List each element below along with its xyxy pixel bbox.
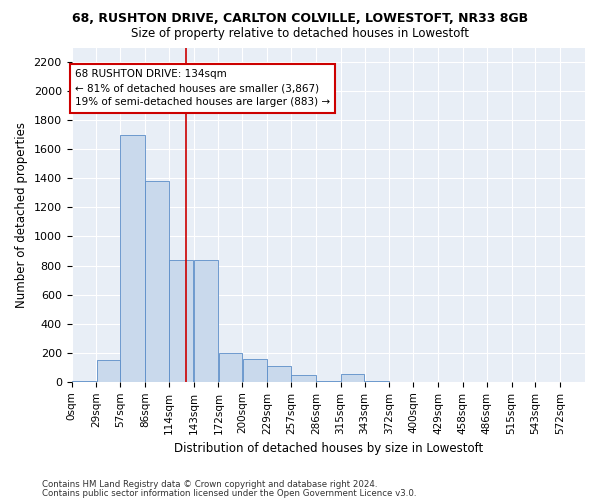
Bar	[97, 360, 120, 382]
Bar	[121, 134, 145, 382]
Text: Contains public sector information licensed under the Open Government Licence v3: Contains public sector information licen…	[42, 488, 416, 498]
Bar	[169, 260, 193, 382]
Bar	[219, 352, 242, 382]
Bar	[242, 360, 267, 382]
Bar	[341, 374, 364, 382]
Bar	[145, 181, 169, 382]
Text: Size of property relative to detached houses in Lowestoft: Size of property relative to detached ho…	[131, 28, 469, 40]
Bar	[365, 381, 389, 382]
Text: 68 RUSHTON DRIVE: 134sqm
← 81% of detached houses are smaller (3,867)
19% of sem: 68 RUSHTON DRIVE: 134sqm ← 81% of detach…	[75, 70, 330, 108]
Y-axis label: Number of detached properties: Number of detached properties	[15, 122, 28, 308]
Bar	[194, 260, 218, 382]
Text: Contains HM Land Registry data © Crown copyright and database right 2024.: Contains HM Land Registry data © Crown c…	[42, 480, 377, 489]
Bar	[268, 366, 291, 382]
Bar	[72, 381, 96, 382]
Bar	[316, 381, 340, 382]
Bar	[292, 374, 316, 382]
Text: 68, RUSHTON DRIVE, CARLTON COLVILLE, LOWESTOFT, NR33 8GB: 68, RUSHTON DRIVE, CARLTON COLVILLE, LOW…	[72, 12, 528, 26]
X-axis label: Distribution of detached houses by size in Lowestoft: Distribution of detached houses by size …	[173, 442, 483, 455]
